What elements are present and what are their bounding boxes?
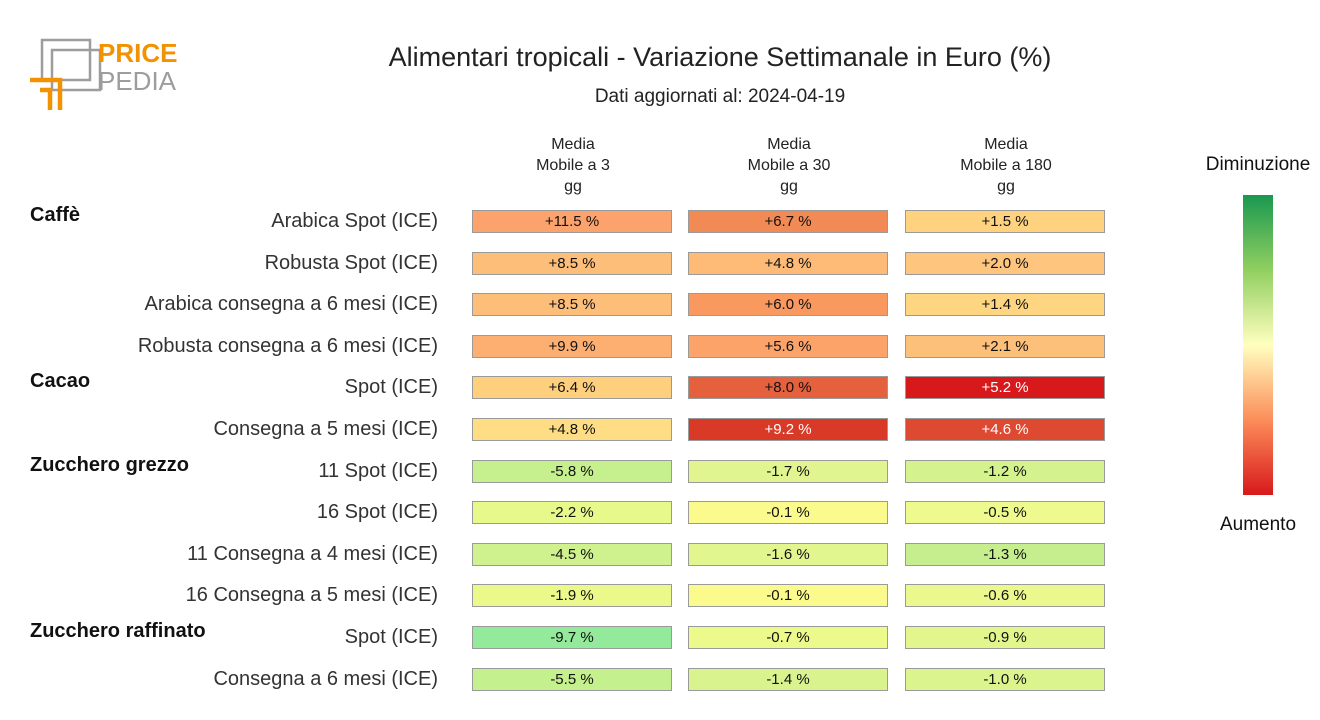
heatmap-cell: +8.0 % xyxy=(688,376,888,400)
heatmap-cell: -1.3 % xyxy=(905,542,1105,566)
row-label: 16 Spot (ICE) xyxy=(316,501,438,524)
pricepedia-logo: PRICE PEDIA xyxy=(30,38,177,110)
column-header-3gg: Media Mobile a 3 gg xyxy=(536,136,610,195)
heatmap-cell: -0.1 % xyxy=(688,501,888,525)
heatmap-cell: +8.5 % xyxy=(472,293,672,317)
chart-title: Alimentari tropicali - Variazione Settim… xyxy=(388,42,1052,72)
chart-subtitle: Dati aggiornati al: 2024-04-19 xyxy=(594,86,846,107)
heatmap-cell: -0.5 % xyxy=(905,501,1105,525)
legend-label-top: Diminuzione xyxy=(1205,154,1311,175)
heatmap-cell: -0.6 % xyxy=(905,584,1105,608)
heatmap-cell: +5.2 % xyxy=(905,376,1105,400)
row-label: Consegna a 6 mesi (ICE) xyxy=(213,667,438,690)
heatmap-cell: -1.7 % xyxy=(688,459,888,483)
heatmap-cell: -0.7 % xyxy=(688,626,888,649)
legend-color-scale xyxy=(1243,195,1273,495)
heatmap-cell: -4.5 % xyxy=(472,542,672,566)
heatmap-cell: -5.5 % xyxy=(472,667,672,691)
heatmap-cell: -5.8 % xyxy=(472,459,672,483)
heatmap-cell: +11.5 % xyxy=(472,210,672,233)
heatmap-cell: -1.4 % xyxy=(688,667,888,691)
row-label: Spot (ICE) xyxy=(344,626,438,648)
group-label: Caffè xyxy=(30,204,81,226)
heatmap-cell: -1.6 % xyxy=(688,542,888,566)
heatmap-cell: +6.4 % xyxy=(472,376,672,400)
heatmap-cell: +4.6 % xyxy=(905,418,1105,441)
row-label: Spot (ICE) xyxy=(344,376,438,399)
row-label: Arabica Spot (ICE) xyxy=(271,210,438,232)
logo-frame-gray-inner xyxy=(50,48,102,92)
logo-frame-orange-inner xyxy=(40,87,53,110)
heatmap-cell: -1.9 % xyxy=(472,584,672,608)
heatmap-cell: +6.0 % xyxy=(688,293,888,317)
row-label: Robusta Spot (ICE) xyxy=(264,251,438,274)
heatmap-cell: +9.9 % xyxy=(472,334,672,358)
logo-pedia-text: PEDIA xyxy=(98,66,177,96)
heatmap-cell: +1.4 % xyxy=(905,293,1105,317)
heatmap-cell: +2.0 % xyxy=(905,251,1105,275)
group-label: Zucchero grezzo xyxy=(30,453,189,476)
heatmap-cell: +4.8 % xyxy=(688,251,888,275)
group-label: Cacao xyxy=(30,370,91,393)
heatmap-cell: +8.5 % xyxy=(472,251,672,275)
heatmap-cell: +2.1 % xyxy=(905,334,1105,358)
heatmap-cell: +5.6 % xyxy=(688,334,888,358)
logo-frame-orange xyxy=(30,77,63,110)
group-label: Zucchero raffinato xyxy=(30,620,206,642)
heatmap-cell: -0.1 % xyxy=(688,584,888,608)
row-label: 11 Consegna a 4 mesi (ICE) xyxy=(187,542,438,565)
column-header-30gg: Media Mobile a 30 gg xyxy=(747,136,831,195)
heatmap-cell: -9.7 % xyxy=(472,626,672,649)
row-label: 16 Consegna a 5 mesi (ICE) xyxy=(185,584,438,607)
heatmap-cell: +4.8 % xyxy=(472,418,672,441)
heatmap-cell: -2.2 % xyxy=(472,501,672,525)
row-label: Arabica consegna a 6 mesi (ICE) xyxy=(144,293,438,316)
heatmap-cell: +6.7 % xyxy=(688,210,888,233)
legend-label-bottom: Aumento xyxy=(1219,514,1297,535)
logo-price-text: PRICE xyxy=(98,38,177,68)
row-label: Consegna a 5 mesi (ICE) xyxy=(213,418,438,440)
column-header-180gg: Media Mobile a 180 gg xyxy=(960,136,1052,195)
heatmap-cell: -1.2 % xyxy=(905,459,1105,483)
heatmap-cell: -1.0 % xyxy=(905,667,1105,691)
heatmap-cell: -0.9 % xyxy=(905,626,1105,649)
row-label: Robusta consegna a 6 mesi (ICE) xyxy=(137,334,438,357)
heatmap-cell: +9.2 % xyxy=(688,418,888,441)
heatmap-cell: +1.5 % xyxy=(905,210,1105,233)
logo-frame-gray xyxy=(40,38,92,82)
row-label: 11 Spot (ICE) xyxy=(318,459,438,482)
